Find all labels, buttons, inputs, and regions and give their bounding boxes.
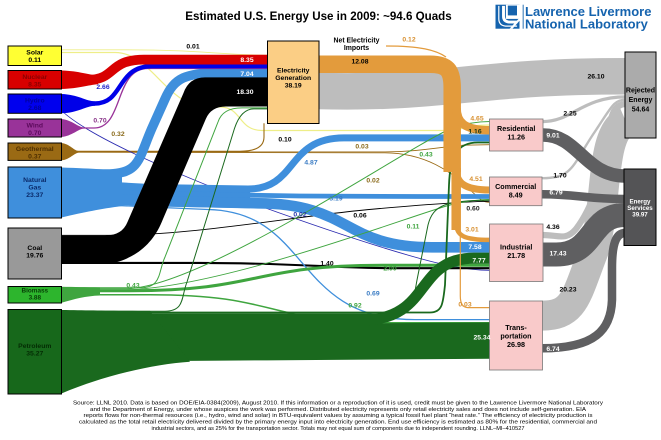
svg-text:0.01: 0.01 xyxy=(186,44,199,51)
svg-text:0.70: 0.70 xyxy=(93,118,106,125)
svg-text:7.77: 7.77 xyxy=(472,258,485,265)
svg-text:0.43: 0.43 xyxy=(419,152,432,159)
svg-text:4.87: 4.87 xyxy=(304,160,317,167)
svg-text:Imports: Imports xyxy=(344,45,369,52)
svg-text:23.37: 23.37 xyxy=(26,192,43,199)
svg-text:reports flows for non-thermal: reports flows for non-thermal resources … xyxy=(84,413,593,419)
svg-text:6.79: 6.79 xyxy=(549,190,562,197)
svg-text:Commercial: Commercial xyxy=(495,182,536,191)
svg-text:17.43: 17.43 xyxy=(549,251,566,258)
svg-text:39.97: 39.97 xyxy=(632,212,648,219)
svg-text:and the Department of Energy,: and the Department of Energy, under whos… xyxy=(90,407,587,413)
svg-text:4.65: 4.65 xyxy=(470,116,483,123)
svg-text:1.16: 1.16 xyxy=(468,129,481,136)
svg-text:0.70: 0.70 xyxy=(28,130,41,137)
svg-text:18.30: 18.30 xyxy=(236,89,253,96)
svg-text:2.00: 2.00 xyxy=(383,266,396,273)
svg-text:9.01: 9.01 xyxy=(546,133,559,140)
svg-text:National Laboratory: National Laboratory xyxy=(525,17,649,32)
svg-text:0.39: 0.39 xyxy=(154,314,167,321)
svg-text:8.35: 8.35 xyxy=(240,57,253,64)
svg-text:0.11: 0.11 xyxy=(407,224,420,231)
svg-text:0.12: 0.12 xyxy=(402,37,415,44)
svg-text:8.49: 8.49 xyxy=(509,190,523,199)
svg-text:Hydro: Hydro xyxy=(25,98,45,105)
svg-text:25.34: 25.34 xyxy=(473,335,490,342)
svg-text:54.64: 54.64 xyxy=(632,106,650,113)
svg-text:11.26: 11.26 xyxy=(507,132,525,141)
svg-text:3.19: 3.19 xyxy=(329,196,342,203)
svg-text:Biomass: Biomass xyxy=(21,288,48,295)
svg-text:8.35: 8.35 xyxy=(28,82,41,89)
svg-text:19.76: 19.76 xyxy=(26,253,43,260)
svg-text:1.70: 1.70 xyxy=(553,173,566,180)
svg-text:0.60: 0.60 xyxy=(466,206,479,213)
svg-text:Electricity: Electricity xyxy=(277,68,310,75)
svg-text:Rejected: Rejected xyxy=(626,88,655,95)
svg-text:Nuclear: Nuclear xyxy=(22,74,47,81)
svg-text:26.98: 26.98 xyxy=(507,340,525,349)
svg-text:Petroleum: Petroleum xyxy=(18,343,51,350)
svg-text:Energy: Energy xyxy=(629,97,653,104)
svg-text:1.40: 1.40 xyxy=(320,261,333,268)
svg-text:Net Electricity: Net Electricity xyxy=(334,38,380,45)
svg-text:0.02: 0.02 xyxy=(293,212,306,219)
svg-text:0.11: 0.11 xyxy=(28,57,41,64)
svg-text:4.36: 4.36 xyxy=(546,224,559,231)
svg-text:2.68: 2.68 xyxy=(28,105,41,112)
svg-text:7.04: 7.04 xyxy=(240,71,253,78)
svg-text:4.51: 4.51 xyxy=(469,176,482,183)
svg-text:20.23: 20.23 xyxy=(559,287,576,294)
svg-text:2.66: 2.66 xyxy=(96,84,109,91)
svg-text:0.92: 0.92 xyxy=(348,303,361,310)
svg-text:38.19: 38.19 xyxy=(285,83,302,90)
svg-text:0.37: 0.37 xyxy=(28,154,41,161)
svg-text:Wind: Wind xyxy=(27,123,44,130)
svg-text:35.27: 35.27 xyxy=(26,351,43,358)
svg-text:Trans-: Trans- xyxy=(505,323,527,332)
svg-text:0.43: 0.43 xyxy=(126,283,139,290)
svg-text:0.32: 0.32 xyxy=(111,131,124,138)
svg-text:0.03: 0.03 xyxy=(355,144,368,151)
svg-text:Natural: Natural xyxy=(23,177,47,184)
svg-text:industrial sectors, and as 25%: industrial sectors, and as 25% for the t… xyxy=(152,426,525,432)
svg-text:21.78: 21.78 xyxy=(507,251,525,260)
svg-text:Coal: Coal xyxy=(27,245,42,252)
svg-text:Residential: Residential xyxy=(497,124,535,133)
svg-text:0.10: 0.10 xyxy=(278,137,291,144)
svg-text:0.03: 0.03 xyxy=(458,302,471,309)
svg-text:Lawrence Livermore: Lawrence Livermore xyxy=(525,4,651,19)
svg-text:0.02: 0.02 xyxy=(366,178,379,185)
svg-text:calculated as the total retail: calculated as the total retail electrici… xyxy=(79,420,597,426)
svg-text:Geothermal: Geothermal xyxy=(16,146,54,153)
svg-text:26.10: 26.10 xyxy=(587,74,604,81)
svg-text:2.25: 2.25 xyxy=(563,111,576,118)
svg-text:Gas: Gas xyxy=(28,185,41,192)
svg-text:6.74: 6.74 xyxy=(546,346,559,353)
svg-text:Industrial: Industrial xyxy=(500,243,532,252)
svg-text:0.06: 0.06 xyxy=(353,213,366,220)
svg-text:Services: Services xyxy=(627,205,653,212)
svg-text:Energy: Energy xyxy=(630,199,652,206)
svg-text:Generation: Generation xyxy=(275,75,311,82)
svg-text:0.69: 0.69 xyxy=(366,291,379,298)
svg-text:3.01: 3.01 xyxy=(465,227,478,234)
svg-text:7.58: 7.58 xyxy=(468,244,481,251)
svg-text:portation: portation xyxy=(500,331,531,340)
svg-text:Estimated U.S. Energy Use in 2: Estimated U.S. Energy Use in 2009: ~94.6… xyxy=(185,10,451,23)
svg-text:Solar: Solar xyxy=(26,50,43,57)
svg-text:12.08: 12.08 xyxy=(351,59,368,66)
svg-text:3.88: 3.88 xyxy=(29,295,42,302)
svg-text:Source: LLNL 2010. Data is bas: Source: LLNL 2010. Data is based on DOE/… xyxy=(73,401,603,407)
